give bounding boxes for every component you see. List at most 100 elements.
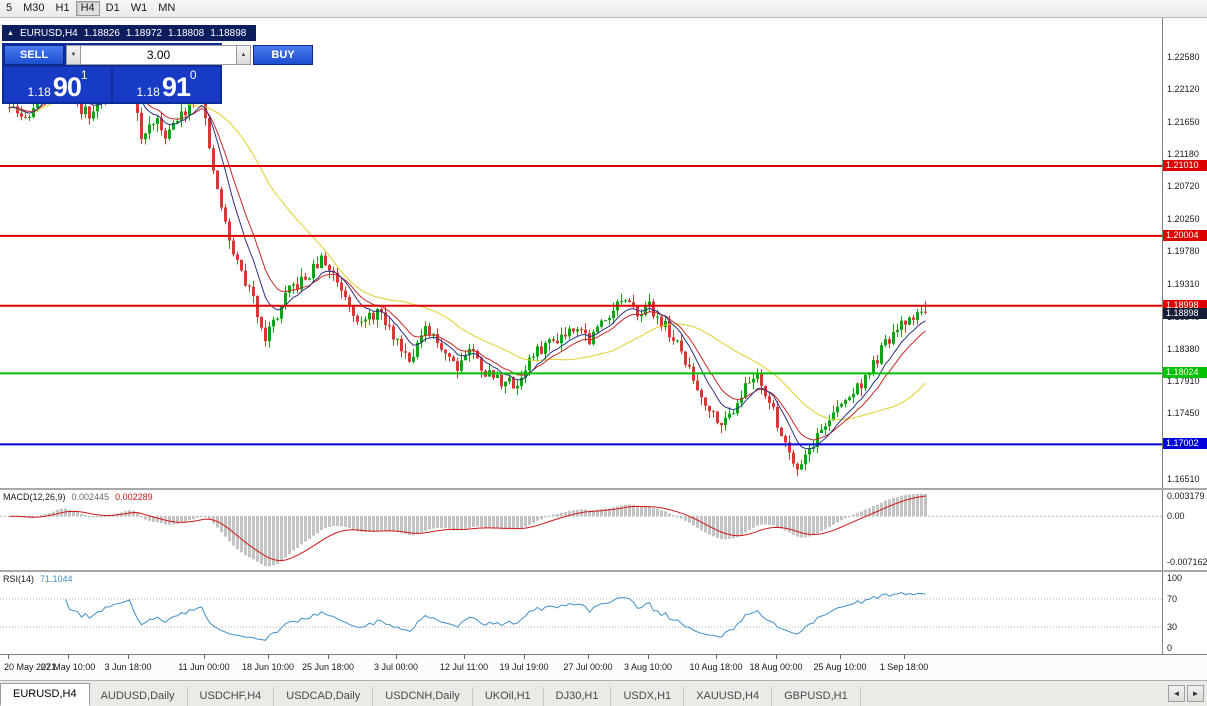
rsi-axis: 100 70 30 0 xyxy=(1162,572,1207,654)
time-axis-label: 27 May 10:00 xyxy=(40,662,96,672)
price-axis-label: 1.19780 xyxy=(1167,246,1200,257)
time-axis-tick xyxy=(648,655,649,659)
price-axis-label: 1.17450 xyxy=(1167,408,1200,419)
time-axis-label: 3 Aug 10:00 xyxy=(623,662,673,672)
price-axis-label: 1.20250 xyxy=(1167,213,1200,224)
timeframe-button-5[interactable]: 5 xyxy=(1,1,17,16)
hline-price-tag: 1.21010 xyxy=(1163,160,1207,172)
volume-input[interactable] xyxy=(81,45,236,65)
buy-button[interactable]: BUY xyxy=(253,45,313,65)
ask-price-big: 91 xyxy=(161,72,191,102)
time-axis-label: 19 Jul 19:00 xyxy=(499,662,549,672)
price-axis-label: 1.22120 xyxy=(1167,83,1200,94)
chart-tab-usdcnh-daily[interactable]: USDCNH,Daily xyxy=(373,687,473,706)
tab-scroll-buttons: ◄ ► xyxy=(1168,685,1204,702)
timeframe-toolbar: 5 M30 H1 H4 D1 W1 MN xyxy=(0,0,1207,18)
macd-signal-value: 0.002289 xyxy=(115,492,153,502)
hline-price-tag: 1.17002 xyxy=(1163,438,1207,450)
time-axis-tick xyxy=(396,655,397,659)
time-axis-tick xyxy=(588,655,589,659)
price-axis-label: 1.17910 xyxy=(1167,376,1200,387)
hline-price-tag: 1.18024 xyxy=(1163,367,1207,379)
chart-tab-usdcad-daily[interactable]: USDCAD,Daily xyxy=(274,687,374,706)
main-chart-panel[interactable]: 1.22580 1.22120 1.21650 1.21180 1.20720 1.202… xyxy=(0,18,1207,488)
time-axis-tick xyxy=(8,655,9,659)
ohlc-open: 1.18826 xyxy=(83,27,120,39)
ask-price-prefix: 1.18 xyxy=(136,85,160,99)
timeframe-button-mn[interactable]: MN xyxy=(153,1,180,16)
time-axis-tick xyxy=(904,655,905,659)
chart-symbol-label: EURUSD,H4 xyxy=(19,27,78,39)
time-axis-tick xyxy=(524,655,525,659)
price-axis-label: 1.16510 xyxy=(1167,473,1200,484)
rsi-label: RSI(14) xyxy=(3,574,35,584)
price-axis-label: 1.21650 xyxy=(1167,116,1200,127)
candlestick-chart[interactable] xyxy=(0,18,1162,488)
rsi-axis-label: 100 xyxy=(1167,573,1183,583)
ask-price-pip: 0 xyxy=(189,68,197,82)
ohlc-close: 1.18898 xyxy=(210,27,247,39)
rsi-value: 71.1044 xyxy=(40,574,73,584)
chart-tab-gbpusd-h1[interactable]: GBPUSD,H1 xyxy=(772,687,861,706)
rsi-axis-label: 30 xyxy=(1167,622,1178,632)
macd-axis-label: 0.003179 xyxy=(1167,491,1205,501)
time-axis-tick xyxy=(328,655,329,659)
rsi-axis-label: 70 xyxy=(1167,594,1178,604)
hline-price-tag: 1.20004 xyxy=(1163,229,1207,241)
time-axis-tick xyxy=(776,655,777,659)
ohlc-high: 1.18972 xyxy=(125,27,163,39)
panel-splitter-macd[interactable] xyxy=(0,488,1207,490)
ask-price-display: 1.18 91 0 xyxy=(113,67,220,102)
macd-axis: 0.003179 0.00 -0.007162 xyxy=(1162,490,1207,570)
macd-axis-label: 0.00 xyxy=(1167,511,1185,522)
chart-tab-eurusd-h4[interactable]: EURUSD,H4 xyxy=(0,683,90,706)
time-axis-label: 11 Jun 00:00 xyxy=(178,662,230,672)
timeframe-button-w1[interactable]: W1 xyxy=(126,1,153,16)
sell-button[interactable]: SELL xyxy=(4,45,64,65)
time-axis-tick xyxy=(128,655,129,659)
chart-tab-ukoil-h1[interactable]: UKOil,H1 xyxy=(473,687,544,706)
macd-label: MACD(12,26,9) xyxy=(3,492,66,502)
rsi-label-row: RSI(14) 71.1044 xyxy=(3,574,73,584)
current-price-tag: 1.18898 xyxy=(1163,307,1207,319)
timeframe-button-m30[interactable]: M30 xyxy=(18,1,49,16)
time-axis-label: 1 Sep 18:00 xyxy=(879,662,929,672)
chart-tab-audusd-daily[interactable]: AUDUSD,Daily xyxy=(89,687,188,706)
bid-price-big: 90 xyxy=(52,72,82,102)
chart-tab-dj30-h1[interactable]: DJ30,H1 xyxy=(544,687,612,706)
time-axis-tick xyxy=(204,655,205,659)
macd-axis-label: -0.007162 xyxy=(1167,557,1207,567)
price-axis-label: 1.22580 xyxy=(1167,52,1200,62)
bid-price-pip: 1 xyxy=(80,68,88,82)
timeframe-button-d1[interactable]: D1 xyxy=(101,1,125,16)
chart-tab-usdchf-h4[interactable]: USDCHF,H4 xyxy=(188,687,275,706)
volume-decrease-button[interactable]: ▼ xyxy=(66,45,81,65)
chart-tabs: EURUSD,H4 AUDUSD,Daily USDCHF,H4 USDCAD,Dai… xyxy=(0,682,861,706)
tabs-scroll-right-button[interactable]: ► xyxy=(1187,685,1204,702)
time-axis-label: 18 Jun 10:00 xyxy=(241,662,295,672)
ohlc-low: 1.18808 xyxy=(168,27,205,39)
bid-price-display: 1.18 90 1 xyxy=(4,67,111,102)
price-axis-label: 1.20720 xyxy=(1167,181,1200,192)
time-axis-label: 18 Aug 00:00 xyxy=(749,662,803,672)
timeframe-button-h1[interactable]: H1 xyxy=(51,1,75,16)
tabs-scroll-left-button[interactable]: ◄ xyxy=(1168,685,1185,702)
macd-panel[interactable]: 0.003179 0.00 -0.007162 MACD(12,26,9) 0.00… xyxy=(0,490,1207,570)
time-axis: 20 May 2021 27 May 10:00 3 Jun 18:00 11 Jun… xyxy=(0,654,1207,680)
volume-increase-button[interactable]: ▲ xyxy=(236,45,251,65)
chart-tab-bar: EURUSD,H4 AUDUSD,Daily USDCHF,H4 USDCAD,Dai… xyxy=(0,680,1207,706)
one-click-trading-panel: SELL ▼ ▲ BUY 1.18 90 1 1.18 91 0 xyxy=(2,43,313,104)
price-axis: 1.22580 1.22120 1.21650 1.21180 1.20720 1.202… xyxy=(1162,18,1207,488)
time-axis-label: 12 Jul 11:00 xyxy=(439,662,489,672)
bid-price-prefix: 1.18 xyxy=(27,85,51,99)
chart-tab-xauusd-h4[interactable]: XAUUSD,H4 xyxy=(684,687,773,706)
time-axis-tick xyxy=(68,655,69,659)
rsi-panel[interactable]: 100 70 30 0 RSI(14) 71.1044 xyxy=(0,572,1207,654)
time-axis-tick xyxy=(464,655,465,659)
timeframe-button-h4[interactable]: H4 xyxy=(75,1,100,16)
panel-splitter-rsi[interactable] xyxy=(0,570,1207,572)
time-axis-tick xyxy=(268,655,269,659)
collapse-icon[interactable]: ▲ xyxy=(7,29,14,37)
hline-price-tag: 1.18998 xyxy=(1163,299,1207,311)
chart-tab-usdx-h1[interactable]: USDX,H1 xyxy=(611,687,685,706)
